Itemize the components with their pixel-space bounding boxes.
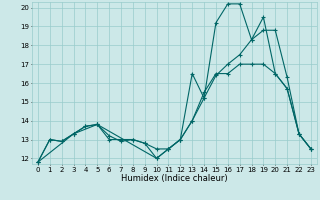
X-axis label: Humidex (Indice chaleur): Humidex (Indice chaleur) xyxy=(121,174,228,183)
